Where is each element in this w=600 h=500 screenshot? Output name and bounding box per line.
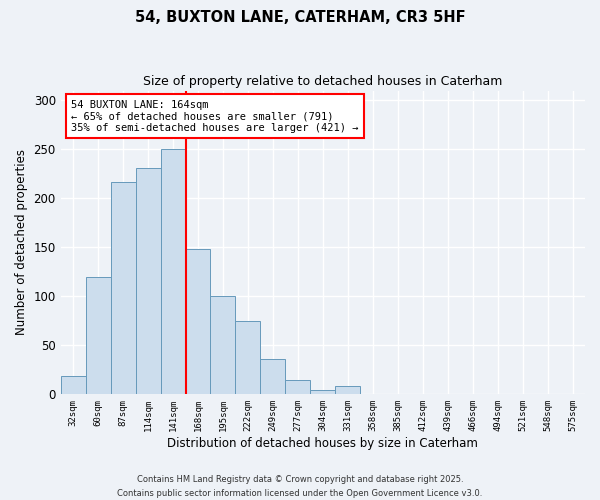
Bar [310, 390, 335, 394]
Bar [335, 386, 360, 394]
Text: Contains HM Land Registry data © Crown copyright and database right 2025.
Contai: Contains HM Land Registry data © Crown c… [118, 476, 482, 498]
X-axis label: Distribution of detached houses by size in Caterham: Distribution of detached houses by size … [167, 437, 478, 450]
Bar [61, 376, 86, 394]
Y-axis label: Number of detached properties: Number of detached properties [15, 150, 28, 336]
Text: 54, BUXTON LANE, CATERHAM, CR3 5HF: 54, BUXTON LANE, CATERHAM, CR3 5HF [134, 10, 466, 25]
Bar [86, 276, 110, 394]
Bar [235, 321, 260, 394]
Bar [211, 296, 235, 394]
Bar [286, 380, 310, 394]
Bar [136, 168, 161, 394]
Title: Size of property relative to detached houses in Caterham: Size of property relative to detached ho… [143, 75, 503, 88]
Text: 54 BUXTON LANE: 164sqm
← 65% of detached houses are smaller (791)
35% of semi-de: 54 BUXTON LANE: 164sqm ← 65% of detached… [71, 100, 359, 133]
Bar [260, 359, 286, 394]
Bar [185, 250, 211, 394]
Bar [110, 182, 136, 394]
Bar [161, 150, 185, 394]
